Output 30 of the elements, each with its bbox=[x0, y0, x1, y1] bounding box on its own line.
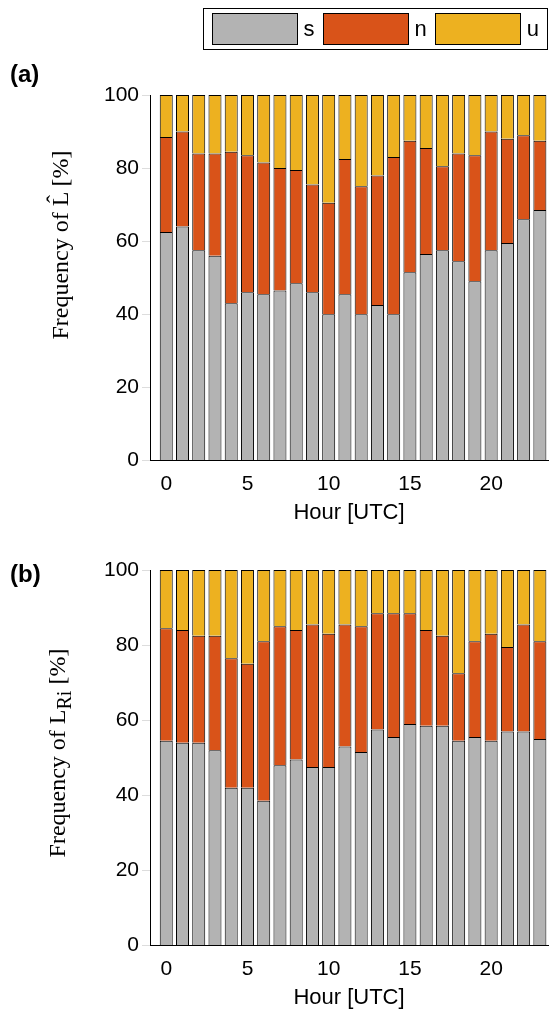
x-tick-label: 20 bbox=[479, 470, 503, 494]
x-tick-label: 10 bbox=[317, 955, 341, 979]
x-axis-title: Hour [UTC] bbox=[293, 983, 405, 1009]
y-axis-title: Frequency of L̂ [%] bbox=[46, 150, 74, 340]
y-tick-label: 20 bbox=[115, 374, 139, 398]
x-tick-label: 0 bbox=[160, 955, 173, 979]
y-tick-label: 40 bbox=[115, 782, 139, 806]
y-tick-label: 60 bbox=[115, 706, 139, 730]
x-tick-label: 20 bbox=[479, 955, 503, 979]
y-tick-label: 80 bbox=[115, 154, 139, 178]
x-tick-label: 5 bbox=[241, 955, 254, 979]
y-tick-label: 0 bbox=[127, 447, 139, 471]
chart-title: (a) bbox=[10, 60, 40, 88]
legend-label: n bbox=[414, 16, 427, 42]
y-tick-label: 100 bbox=[103, 81, 139, 105]
y-tick-label: 0 bbox=[127, 932, 139, 956]
y-tick-label: 60 bbox=[115, 227, 139, 251]
legend-label: u bbox=[526, 16, 539, 42]
y-tick-label: 80 bbox=[115, 631, 139, 655]
x-tick-label: 15 bbox=[398, 955, 422, 979]
y-tick-label: 20 bbox=[115, 857, 139, 881]
x-tick-label: 10 bbox=[317, 470, 341, 494]
x-tick-label: 5 bbox=[241, 470, 254, 494]
x-tick-label: 0 bbox=[160, 470, 173, 494]
y-tick-label: 100 bbox=[103, 556, 139, 580]
y-tick-label: 40 bbox=[115, 301, 139, 325]
legend-label: s bbox=[303, 16, 315, 42]
x-axis-title: Hour [UTC] bbox=[293, 498, 405, 524]
chart-title: (b) bbox=[10, 560, 41, 588]
x-tick-label: 15 bbox=[398, 470, 422, 494]
